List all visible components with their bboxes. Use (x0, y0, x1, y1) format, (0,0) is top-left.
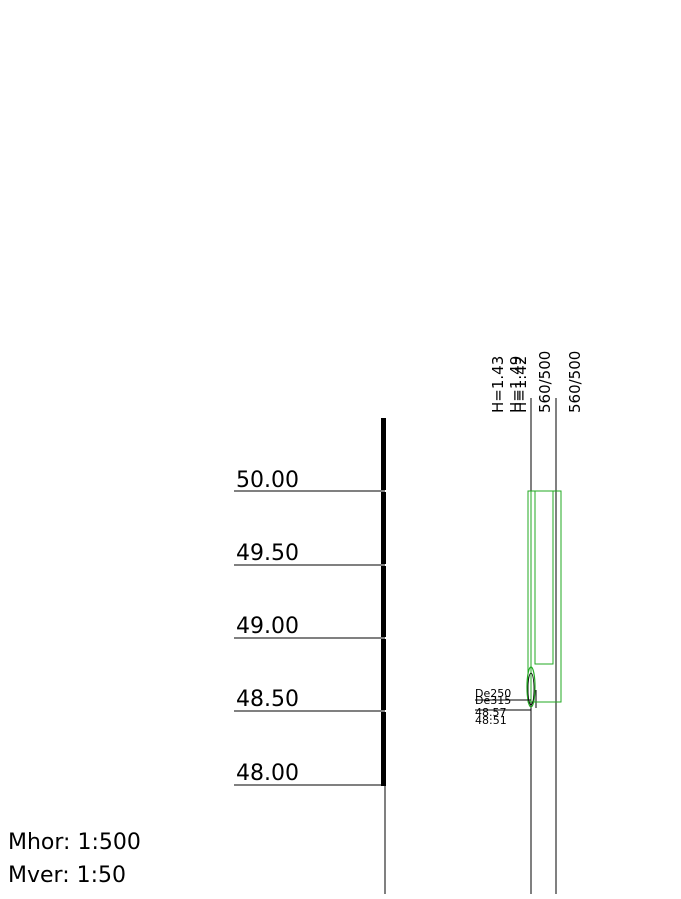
pipe-label: De315 (475, 694, 511, 707)
vertical-label: H=1.42 (512, 356, 530, 413)
vertical-label: H=1.43 (489, 356, 507, 413)
elevation-label: 49.00 (236, 614, 299, 639)
elevation-marks: 50.00 49.50 49.00 48.50 48.00 (234, 468, 385, 786)
manhole-inner (534, 490, 554, 665)
vertical-label: 560/500 (536, 351, 554, 413)
elevation-label: 48.50 (236, 687, 299, 712)
ruler-bar (381, 418, 386, 786)
pipe-section-ellipse-inner (527, 672, 535, 706)
vertical-label: 560/500 (566, 351, 584, 413)
vertical-labels: H=1.43 H=1.49 H=1.42 560/500 560/500 (489, 351, 584, 413)
pipe-section-ellipse (526, 666, 536, 708)
pipe-labels: De250 De315 48.57 48:51 (475, 687, 531, 727)
pipe-label: 48:51 (475, 714, 507, 727)
vertical-label: H=1.49 (507, 356, 525, 413)
elevation-ruler (381, 418, 386, 894)
horizontal-scale-label: Mhor: 1:500 (8, 830, 141, 855)
elevation-label: 48.00 (236, 761, 299, 786)
elevation-label: 50.00 (236, 468, 299, 493)
vertical-scale-label: Mver: 1:50 (8, 863, 127, 888)
elevation-label: 49.50 (236, 541, 299, 566)
pipe-label: De250 (475, 687, 511, 700)
pipe-label: 48.57 (475, 706, 507, 719)
